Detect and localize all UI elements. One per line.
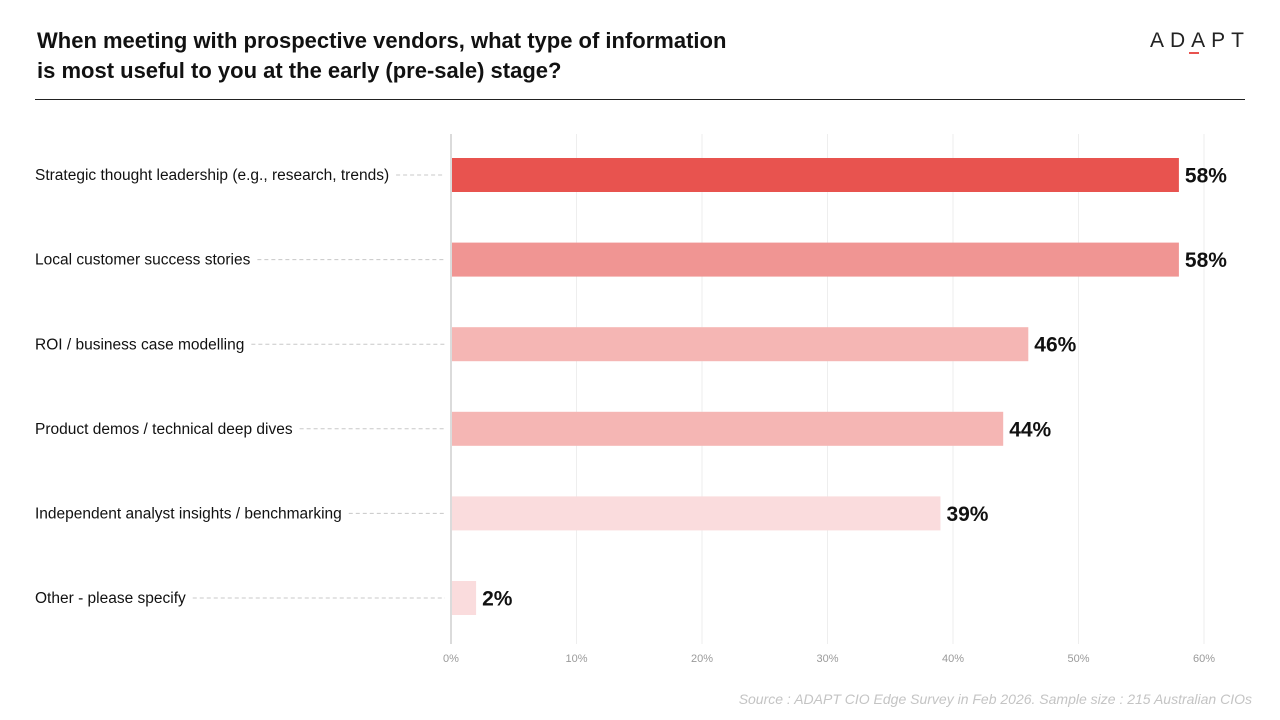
x-tick-label: 0%: [443, 653, 459, 665]
chart-title: When meeting with prospective vendors, w…: [37, 26, 837, 86]
category-label: Product demos / technical deep dives: [35, 421, 293, 438]
bar: [452, 327, 1029, 362]
x-tick-label: 30%: [816, 653, 838, 665]
x-tick-label: 20%: [691, 653, 713, 665]
data-label: 58%: [1185, 249, 1227, 272]
x-tick-label: 40%: [942, 653, 964, 665]
category-label: ROI / business case modelling: [35, 336, 244, 353]
logo-accent-mark: [1189, 52, 1199, 54]
bar: [452, 581, 477, 615]
data-label: 39%: [946, 503, 988, 526]
logo-text: ADAPT: [1150, 29, 1251, 52]
bar: [452, 158, 1179, 192]
x-tick-label: 10%: [565, 653, 587, 665]
category-label: Other - please specify: [35, 590, 186, 607]
x-tick-label: 60%: [1193, 653, 1215, 665]
category-label: Independent analyst insights / benchmark…: [35, 505, 342, 522]
x-tick-label: 50%: [1067, 653, 1089, 665]
category-label: Strategic thought leadership (e.g., rese…: [35, 167, 389, 184]
bar: [452, 242, 1179, 277]
data-label: 46%: [1034, 334, 1076, 357]
data-label: 58%: [1185, 165, 1227, 188]
title-divider: [35, 99, 1245, 100]
adapt-logo: ADAPT: [1150, 29, 1251, 54]
chart-title-line-1: When meeting with prospective vendors, w…: [37, 28, 727, 53]
bar: [452, 411, 1004, 446]
source-note: Source : ADAPT CIO Edge Survey in Feb 20…: [738, 691, 1252, 707]
category-label: Local customer success stories: [35, 252, 251, 269]
data-label: 44%: [1009, 418, 1051, 441]
data-label: 2%: [482, 588, 513, 611]
chart-title-line-2: is most useful to you at the early (pre-…: [37, 58, 562, 83]
bar: [452, 496, 941, 531]
